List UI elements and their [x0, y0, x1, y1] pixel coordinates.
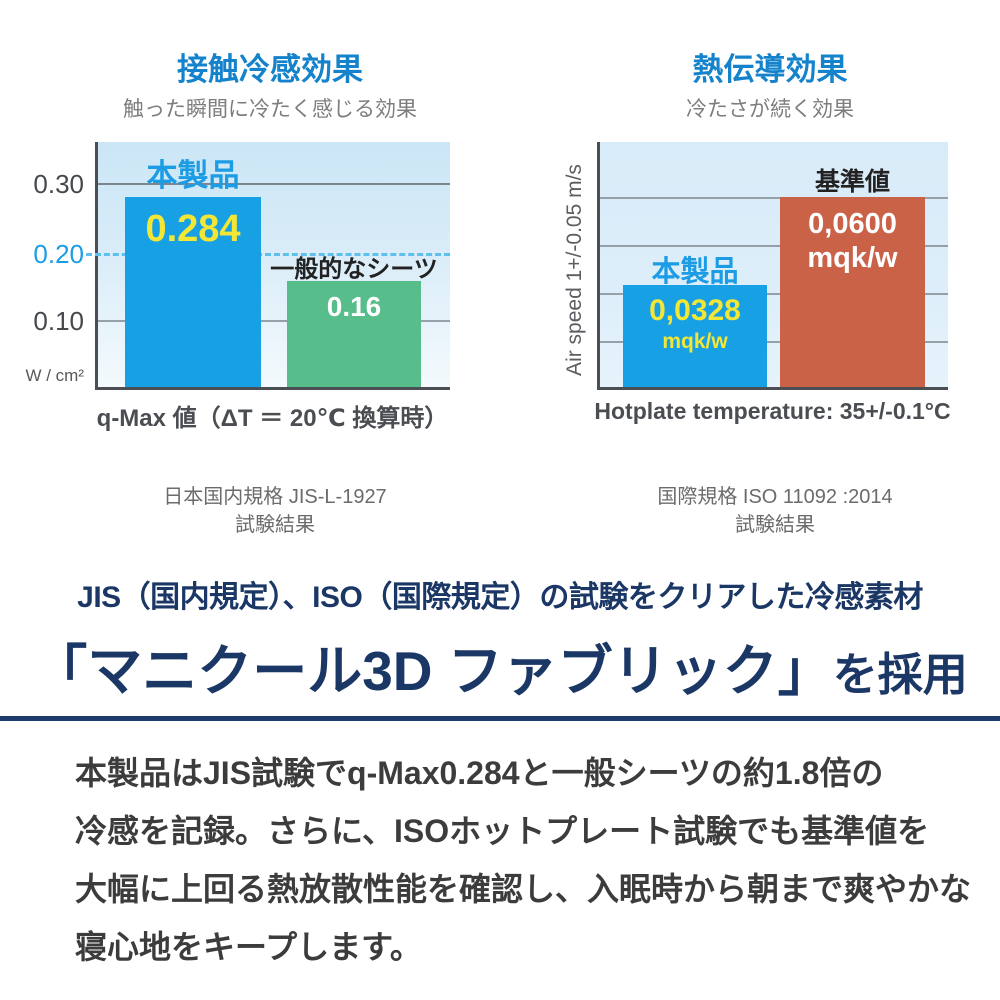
left-bar-product — [125, 197, 261, 387]
right-bar-standard-unit: mqk/w — [807, 242, 898, 274]
fabric-headline: 「マニクール3D ファブリック」を採用 — [0, 626, 1000, 706]
certification-headline: JIS（国内規定）、ISO（国際規定）の試験をクリアした冷感素材 — [77, 581, 923, 614]
left-chart-plot: 本製品 0.284 一般的なシーツ 0.16 — [86, 142, 450, 390]
paragraph-line-3: 大幅に上回る熱放散性能を確認し、入眠時から朝まで爽やかな — [75, 871, 972, 907]
right-bar-standard-value: 0,0600 — [808, 208, 897, 240]
left-y-unit: W / cm² — [25, 366, 84, 385]
right-caption-result: 試験結果 — [735, 514, 815, 536]
right-bar-product-unit: mqk/w — [662, 330, 728, 353]
right-chart-plot: 基準値 0,0600 mqk/w 本製品 0,0328 mqk/w — [597, 142, 948, 390]
left-bar-product-value: 0.284 — [145, 208, 241, 250]
right-gridline-1 — [600, 197, 948, 199]
right-bar-product-label: 本製品 — [651, 256, 739, 288]
left-dashed-line-020 — [86, 253, 450, 256]
right-gridline-2 — [600, 245, 948, 247]
left-gridline-010 — [98, 320, 450, 322]
right-bar-product — [623, 285, 767, 387]
description-paragraph: 本製品はJIS試験でq-Max0.284と一般シーツの約1.8倍の 冷感を記録。… — [75, 744, 972, 976]
right-x-axis-label: Hotplate temperature: 35+/-0.1°C — [594, 398, 951, 424]
section-divider — [0, 716, 1000, 721]
right-chart-subtitle: 冷たさが続く効果 — [686, 98, 854, 121]
left-bar-product-label: 本製品 — [146, 158, 240, 193]
right-gridline-3 — [600, 293, 948, 295]
right-bar-standard-label: 基準値 — [814, 168, 890, 196]
right-y-axis-label: Air speed 1+/-0.05 m/s — [563, 164, 586, 376]
right-bar-standard — [780, 197, 925, 387]
right-caption-standard: 国際規格 ISO 11092 :2014 — [657, 486, 893, 508]
paragraph-line-4: 寝心地をキープします。 — [75, 929, 422, 965]
paragraph-line-2: 冷感を記録。さらに、ISOホットプレート試験でも基準値を — [75, 813, 930, 849]
left-x-axis-label: q-Max 値（ΔT ＝ 20℃ 換算時） — [96, 405, 449, 432]
left-ytick-030: 0.30 — [33, 169, 84, 199]
right-chart-title: 熱伝導効果 — [692, 52, 848, 87]
left-chart-subtitle: 触った瞬間に冷たく感じる効果 — [123, 98, 417, 121]
left-bar-generic — [287, 281, 421, 387]
left-caption-result: 試験結果 — [235, 514, 315, 536]
right-bar-product-value: 0,0328 — [649, 294, 741, 327]
fabric-headline-quoted: 「マニクール3D ファブリック」 — [32, 640, 833, 702]
left-caption-standard: 日本国内規格 JIS-L-1927 — [163, 486, 387, 508]
left-bar-generic-label: 一般的なシーツ — [270, 256, 438, 283]
left-chart-title: 接触冷感効果 — [177, 52, 363, 87]
fabric-headline-suffix: を採用 — [832, 649, 968, 700]
left-ytick-020: 0.20 — [33, 239, 84, 269]
left-bar-generic-value: 0.16 — [326, 291, 382, 322]
left-ytick-010: 0.10 — [33, 306, 84, 336]
left-gridline-030 — [98, 183, 450, 185]
paragraph-line-1: 本製品はJIS試験でq-Max0.284と一般シーツの約1.8倍の — [75, 755, 884, 791]
right-gridline-4 — [600, 341, 948, 343]
